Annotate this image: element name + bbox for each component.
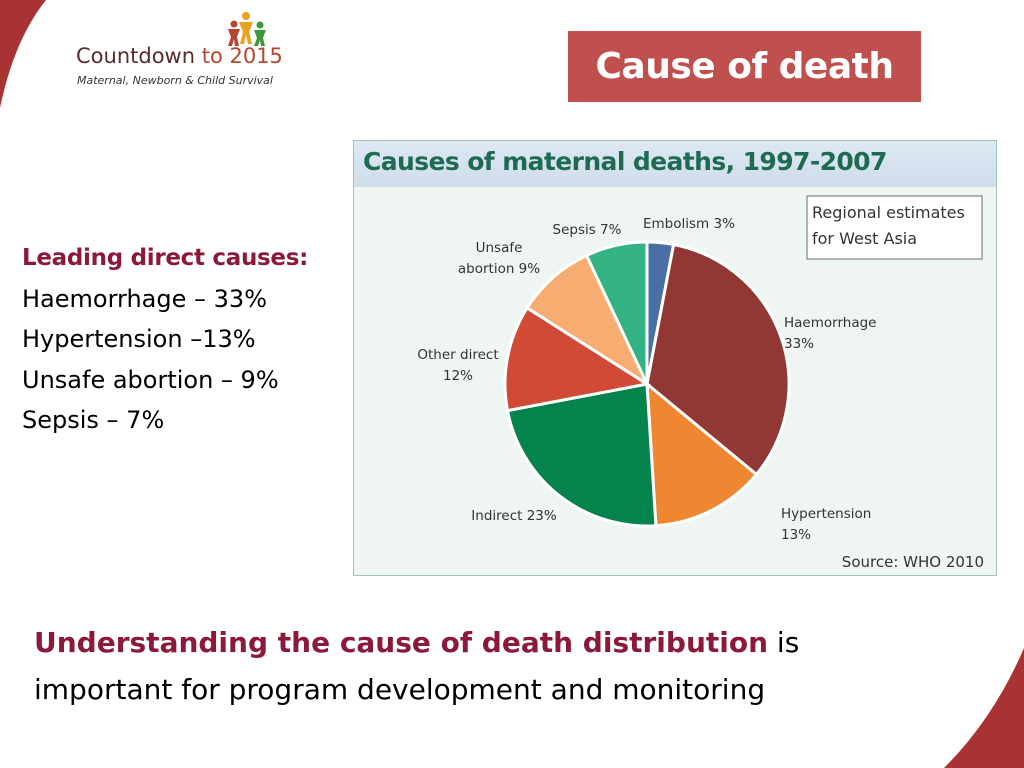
pie-slice-other-direct	[503, 305, 652, 413]
slice-label: Hypertension	[781, 506, 871, 522]
pie-slice-hypertension	[645, 380, 759, 528]
pie-slice-unsafe-abortion	[525, 253, 651, 389]
corner-swoosh-bottom-right	[944, 648, 1024, 768]
slide-title: Cause of death	[595, 46, 894, 87]
countdown-logo: Countdown to 2015 Maternal, Newborn & Ch…	[76, 10, 306, 100]
corner-swoosh-top-left	[0, 0, 46, 108]
pie-slice-indirect	[505, 382, 658, 528]
chart-header: Causes of maternal deaths, 1997-2007	[354, 141, 996, 187]
slice-label: Unsafe	[476, 240, 523, 256]
slice-label: abortion 9%	[458, 261, 540, 277]
slice-label: 33%	[784, 336, 814, 352]
statement-text: is	[768, 626, 800, 659]
leading-causes-heading: Leading direct causes:	[22, 245, 308, 271]
bottom-statement: Understanding the cause of death distrib…	[34, 619, 799, 713]
slice-label: Sepsis 7%	[553, 222, 622, 238]
cause-item: Unsafe abortion – 9%	[22, 365, 279, 394]
slice-label: Indirect 23%	[471, 508, 557, 524]
pie-slice-haemorrhage	[645, 242, 791, 477]
logo-title: Countdown to 2015	[76, 44, 283, 68]
chart-title: Causes of maternal deaths, 1997-2007	[363, 147, 887, 176]
cause-item: Hypertension –13%	[22, 325, 256, 353]
note-line: Regional estimates	[812, 203, 965, 222]
note-line: for West Asia	[812, 229, 917, 248]
statement-text: important for program development and mo…	[34, 673, 766, 706]
cause-item: Sepsis – 7%	[22, 406, 165, 434]
pie-chart: Regional estimates for West Asia Source:…	[417, 195, 984, 571]
slice-label: Other direct	[417, 347, 498, 363]
slice-label: 13%	[781, 527, 811, 543]
leading-causes-list: Leading direct causes: Haemorrhage – 33%…	[22, 238, 308, 441]
slide-title-box: Cause of death	[568, 31, 921, 102]
slice-label: 12%	[443, 368, 473, 384]
pie-slice-sepsis	[584, 240, 649, 385]
slice-label: Haemorrhage	[784, 315, 876, 331]
cause-item: Haemorrhage – 33%	[22, 284, 267, 313]
slice-label: Embolism 3%	[643, 216, 735, 232]
chart-source: Source: WHO 2010	[842, 553, 984, 571]
note-box	[806, 195, 983, 260]
family-figures-icon	[228, 12, 266, 46]
logo-subtitle: Maternal, Newborn & Child Survival	[77, 74, 273, 87]
chart-panel: Causes of maternal deaths, 1997-2007 Reg…	[353, 140, 997, 576]
statement-emphasis: Understanding the cause of death distrib…	[34, 626, 769, 659]
